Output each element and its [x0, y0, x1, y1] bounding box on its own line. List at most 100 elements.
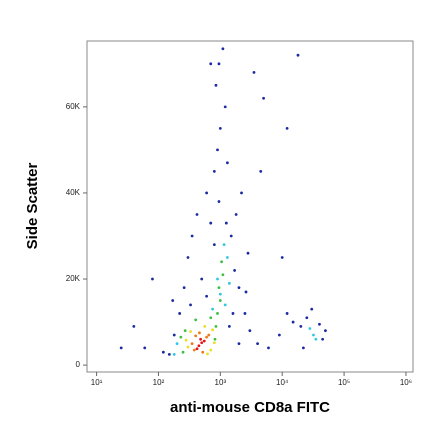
event-dot — [280, 256, 284, 259]
event-dot — [194, 334, 198, 338]
event-dot — [209, 62, 213, 66]
event-dot — [172, 352, 176, 356]
event-dot — [237, 286, 241, 290]
event-dot — [214, 83, 218, 87]
event-dot — [218, 292, 222, 296]
event-dot — [299, 324, 303, 328]
event-dot — [312, 333, 315, 337]
event-dot — [237, 342, 241, 345]
event-dot — [285, 312, 289, 315]
event-dot — [217, 200, 221, 203]
y-tick-label: 60K — [66, 102, 81, 111]
event-dot — [192, 348, 196, 352]
event-dot — [224, 221, 228, 225]
event-dot — [151, 277, 154, 281]
event-dot — [222, 243, 226, 246]
event-dot — [234, 213, 238, 216]
event-dot — [216, 277, 219, 281]
x-tick-label: 10⁴ — [276, 378, 289, 387]
y-axis-title: Side Scatter — [24, 162, 41, 249]
event-dot — [244, 290, 248, 294]
x-tick-label: 10² — [153, 378, 165, 387]
event-dot — [262, 96, 265, 100]
event-dot — [181, 350, 185, 354]
y-tick-label: 20K — [66, 274, 81, 283]
event-dot — [217, 62, 221, 66]
event-dot — [179, 335, 183, 339]
event-dot — [221, 273, 225, 277]
event-dot — [194, 318, 198, 322]
event-dot — [240, 191, 243, 195]
event-dot — [167, 352, 171, 356]
event-dot — [314, 337, 318, 341]
x-tick-label: 10³ — [215, 378, 227, 387]
event-dot — [206, 352, 209, 356]
event-dot — [308, 327, 312, 330]
event-dot — [213, 337, 217, 341]
event-dot — [186, 256, 190, 259]
event-dot — [246, 251, 250, 255]
event-dot — [205, 294, 209, 298]
event-dot — [203, 324, 207, 328]
event-dot — [225, 161, 229, 165]
x-axis-title: anti-mouse CD8a FITC — [170, 399, 330, 416]
event-dot — [267, 346, 270, 350]
x-tick-label: 10⁵ — [338, 378, 350, 387]
event-dot — [310, 307, 314, 311]
event-dot — [211, 328, 215, 332]
event-dot — [186, 345, 190, 349]
event-dot — [205, 191, 209, 195]
event-dot — [248, 329, 252, 333]
event-dot — [200, 277, 204, 281]
event-dot — [207, 333, 211, 337]
event-dot — [301, 346, 305, 350]
event-dot — [229, 234, 233, 238]
event-dot — [190, 234, 194, 238]
event-dot — [190, 342, 194, 345]
event-dot — [201, 350, 205, 354]
event-dot — [259, 170, 263, 173]
event-dot — [296, 53, 300, 57]
event-dot — [198, 331, 201, 335]
event-dot — [199, 337, 203, 341]
event-dot — [216, 148, 219, 152]
event-dot — [143, 346, 147, 350]
event-dot — [175, 342, 179, 345]
event-dot — [221, 47, 225, 51]
event-dot — [200, 341, 204, 345]
event-dot — [209, 316, 213, 320]
event-dot — [233, 269, 236, 272]
event-dot — [119, 346, 123, 350]
event-dot — [182, 286, 186, 290]
event-dot — [161, 350, 165, 354]
event-dot — [243, 312, 247, 315]
event-dot — [218, 126, 222, 130]
event-dot — [189, 330, 192, 333]
event-dot — [218, 299, 222, 302]
event-dot — [252, 71, 256, 74]
event-dot — [324, 329, 327, 333]
event-dot — [183, 329, 187, 333]
y-tick-label: 0 — [76, 360, 81, 369]
event-dot — [321, 337, 325, 341]
event-dot — [231, 312, 235, 315]
event-dot — [209, 348, 213, 352]
event-dot — [172, 333, 176, 337]
event-dot — [216, 312, 219, 315]
event-dot — [195, 347, 199, 351]
event-dot — [225, 256, 229, 259]
event-dot — [223, 105, 227, 109]
event-dot — [189, 303, 192, 307]
event-dot — [212, 243, 216, 246]
x-tick-label: 10⁶ — [400, 378, 412, 387]
event-dot — [212, 170, 216, 173]
event-dot — [277, 333, 281, 337]
event-dot — [209, 221, 213, 225]
event-dot — [220, 260, 224, 264]
plot-frame — [86, 40, 414, 373]
event-dot — [211, 307, 215, 311]
event-dot — [197, 344, 201, 348]
event-dot — [318, 322, 321, 326]
event-dot — [132, 324, 136, 328]
